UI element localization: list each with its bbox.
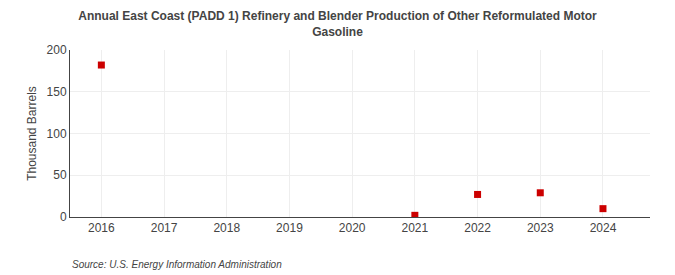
svg-text:2016: 2016 <box>88 221 115 235</box>
svg-text:100: 100 <box>47 127 67 141</box>
svg-text:2017: 2017 <box>151 221 178 235</box>
svg-text:2022: 2022 <box>464 221 491 235</box>
svg-text:200: 200 <box>47 43 67 57</box>
svg-text:Source: U.S. Energy Informatio: Source: U.S. Energy Information Administ… <box>72 259 282 270</box>
svg-text:2020: 2020 <box>339 221 366 235</box>
svg-text:Annual East Coast (PADD 1) Ref: Annual East Coast (PADD 1) Refinery and … <box>78 9 597 39</box>
svg-text:2019: 2019 <box>276 221 303 235</box>
svg-text:Thousand Barrels: Thousand Barrels <box>25 86 39 181</box>
svg-text:0: 0 <box>60 210 67 224</box>
svg-text:50: 50 <box>53 168 67 182</box>
svg-text:150: 150 <box>47 85 67 99</box>
svg-text:2021: 2021 <box>402 221 429 235</box>
svg-text:2023: 2023 <box>527 221 554 235</box>
svg-text:2018: 2018 <box>213 221 240 235</box>
svg-text:2024: 2024 <box>590 221 617 235</box>
